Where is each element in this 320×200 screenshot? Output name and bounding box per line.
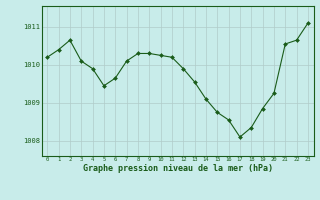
X-axis label: Graphe pression niveau de la mer (hPa): Graphe pression niveau de la mer (hPa) bbox=[83, 164, 273, 173]
